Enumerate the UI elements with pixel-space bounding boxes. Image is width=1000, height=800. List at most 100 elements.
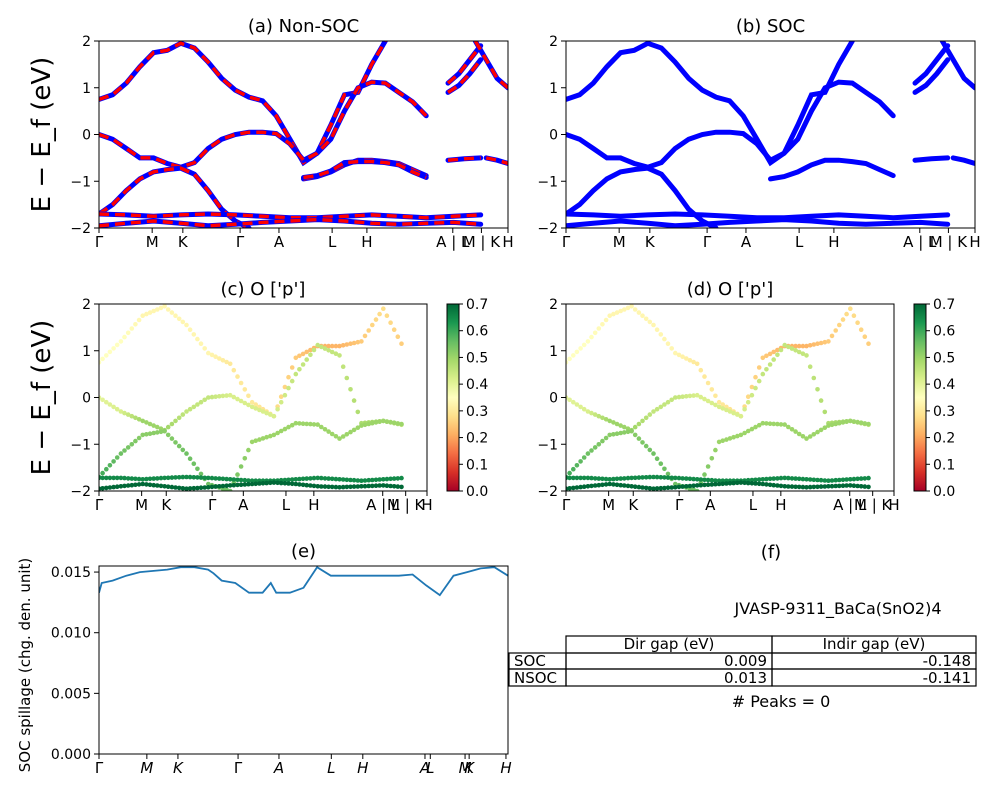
projection-point (716, 404, 722, 410)
projection-point (753, 481, 758, 486)
projection-point (227, 488, 233, 491)
x-tick-label: Γ (675, 496, 684, 514)
projection-point (184, 322, 189, 328)
projection-point (614, 310, 620, 315)
projection-point (600, 322, 605, 327)
projection-point (344, 375, 350, 381)
projection-point (796, 476, 802, 482)
projection-point (578, 346, 583, 351)
projection-point (629, 428, 634, 434)
x-tick-label: K (178, 233, 189, 251)
projection-point (337, 353, 342, 358)
projection-point (632, 484, 638, 490)
projection-point (600, 476, 605, 482)
projection-point (669, 485, 674, 490)
x-tick-label: A (238, 496, 249, 514)
projection-point (366, 477, 372, 483)
projection-point (848, 477, 853, 482)
projection-point (249, 478, 255, 484)
projection-point (122, 410, 127, 416)
projection-point (567, 475, 572, 481)
projection-point (749, 426, 755, 432)
projection-point (574, 463, 580, 468)
projection-point (136, 482, 142, 487)
projection-point (169, 436, 175, 441)
projection-point (155, 476, 160, 481)
projection-point (169, 310, 175, 315)
projection-point (395, 484, 401, 489)
projection-point (680, 476, 685, 481)
projection-point (125, 476, 131, 481)
projection-point (640, 313, 645, 319)
projection-point (669, 397, 674, 403)
projection-point (694, 477, 700, 482)
projection-point (636, 310, 642, 315)
projection-point (180, 447, 186, 453)
x-tick-label: M (613, 233, 626, 251)
projection-point (373, 420, 379, 425)
x-tick-label: H (775, 496, 786, 514)
x-tick-label: A (274, 233, 285, 251)
projection-point (220, 358, 226, 363)
projection-point (180, 474, 186, 480)
panel-title: (d) O ['p'] (687, 279, 773, 300)
projection-point (300, 351, 306, 357)
projection-point (851, 476, 857, 482)
projection-point (351, 340, 357, 346)
projection-point (176, 316, 182, 322)
projection-point (271, 413, 277, 419)
projection-point (804, 343, 809, 349)
projection-point (377, 477, 382, 482)
projection-point (742, 406, 747, 412)
projection-point (224, 476, 229, 482)
projection-point (140, 313, 145, 319)
projection-point (811, 477, 817, 483)
projection-point (184, 451, 189, 456)
y-tick-label: 2 (82, 34, 91, 50)
projection-point (592, 483, 598, 488)
projection-point (826, 478, 831, 484)
projection-point (731, 434, 736, 440)
projection-point (567, 470, 572, 476)
projection-point (585, 475, 591, 481)
colorbar (913, 303, 927, 492)
projection-point (206, 485, 211, 490)
projection-point (822, 339, 828, 345)
projection-point (753, 477, 758, 483)
projection-point (271, 480, 277, 485)
projection-point (326, 476, 331, 481)
colorbar-tick-label: 0.4 (466, 377, 488, 393)
x-tick-label: Γ (234, 759, 243, 777)
projection-point (235, 374, 240, 379)
projection-point (673, 481, 678, 487)
x-tick-label: M (146, 233, 159, 251)
projection-point (611, 311, 616, 317)
y-tick-label: −1 (537, 174, 558, 190)
projection-point (600, 438, 605, 444)
projection-point (162, 428, 167, 434)
projection-point (771, 349, 776, 355)
x-tick-label: K (464, 759, 475, 777)
projection-point (815, 341, 820, 347)
projection-point (724, 481, 729, 486)
projection-point (264, 434, 269, 440)
projection-point (818, 340, 824, 346)
projection-point (257, 481, 262, 486)
projection-point (242, 482, 248, 487)
table-cell-indir-gap: -0.148 (923, 652, 971, 670)
projection-point (829, 333, 835, 339)
projection-point (253, 438, 258, 444)
projection-point (837, 483, 842, 489)
projection-point (308, 421, 313, 427)
table-cell-indir-gap: -0.141 (923, 669, 971, 687)
projection-point (578, 459, 583, 464)
panel-title: (e) (291, 541, 316, 562)
projection-point (745, 428, 751, 434)
projection-point (840, 483, 846, 489)
projection-point (796, 349, 802, 355)
projection-point (756, 481, 762, 487)
colorbar (446, 303, 460, 492)
projection-point (384, 476, 390, 482)
projection-point (304, 476, 310, 481)
projection-point (600, 482, 605, 488)
